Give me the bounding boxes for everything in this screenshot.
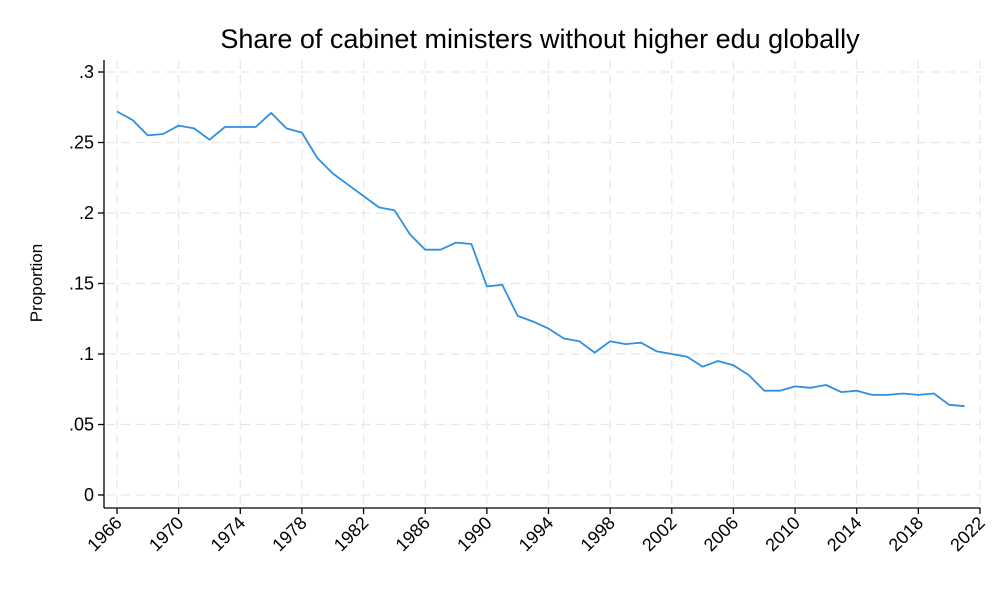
series-line [116,110,965,408]
grid-lines [106,60,981,506]
y-tick-label: .05 [69,415,94,435]
x-tick-label: 2022 [946,513,988,555]
x-tick-label: 1978 [268,513,310,555]
x-tick-label: 2010 [761,513,803,555]
x-tick-label: 1986 [392,513,434,555]
x-tick-label: 1966 [83,513,125,555]
x-tick-label: 2014 [823,513,865,555]
y-tick-label: .3 [79,62,94,82]
series-layer [116,110,965,408]
y-tick-label: .2 [79,203,94,223]
y-tick-label: .25 [69,133,94,153]
x-tick-label: 1974 [207,513,249,555]
chart-title: Share of cabinet ministers without highe… [220,24,860,54]
x-tick-label: 1994 [515,513,557,555]
y-tick-label: 0 [84,485,94,505]
x-tick-label: 2018 [885,513,927,555]
x-tick-label: 1982 [330,513,372,555]
y-tick-label: .1 [79,344,94,364]
x-tick-label: 1998 [577,513,619,555]
x-tick-label: 1990 [453,513,495,555]
y-tick-label: .15 [69,274,94,294]
x-tick-label: 2006 [700,513,742,555]
ticks: 1966 1970 1974 1978 1982 1986 1990 1994 1998 2002… [69,62,989,555]
x-tick-label: 2002 [638,513,680,555]
y-axis-title: Proportion [27,244,46,322]
x-tick-label: 1970 [145,513,187,555]
